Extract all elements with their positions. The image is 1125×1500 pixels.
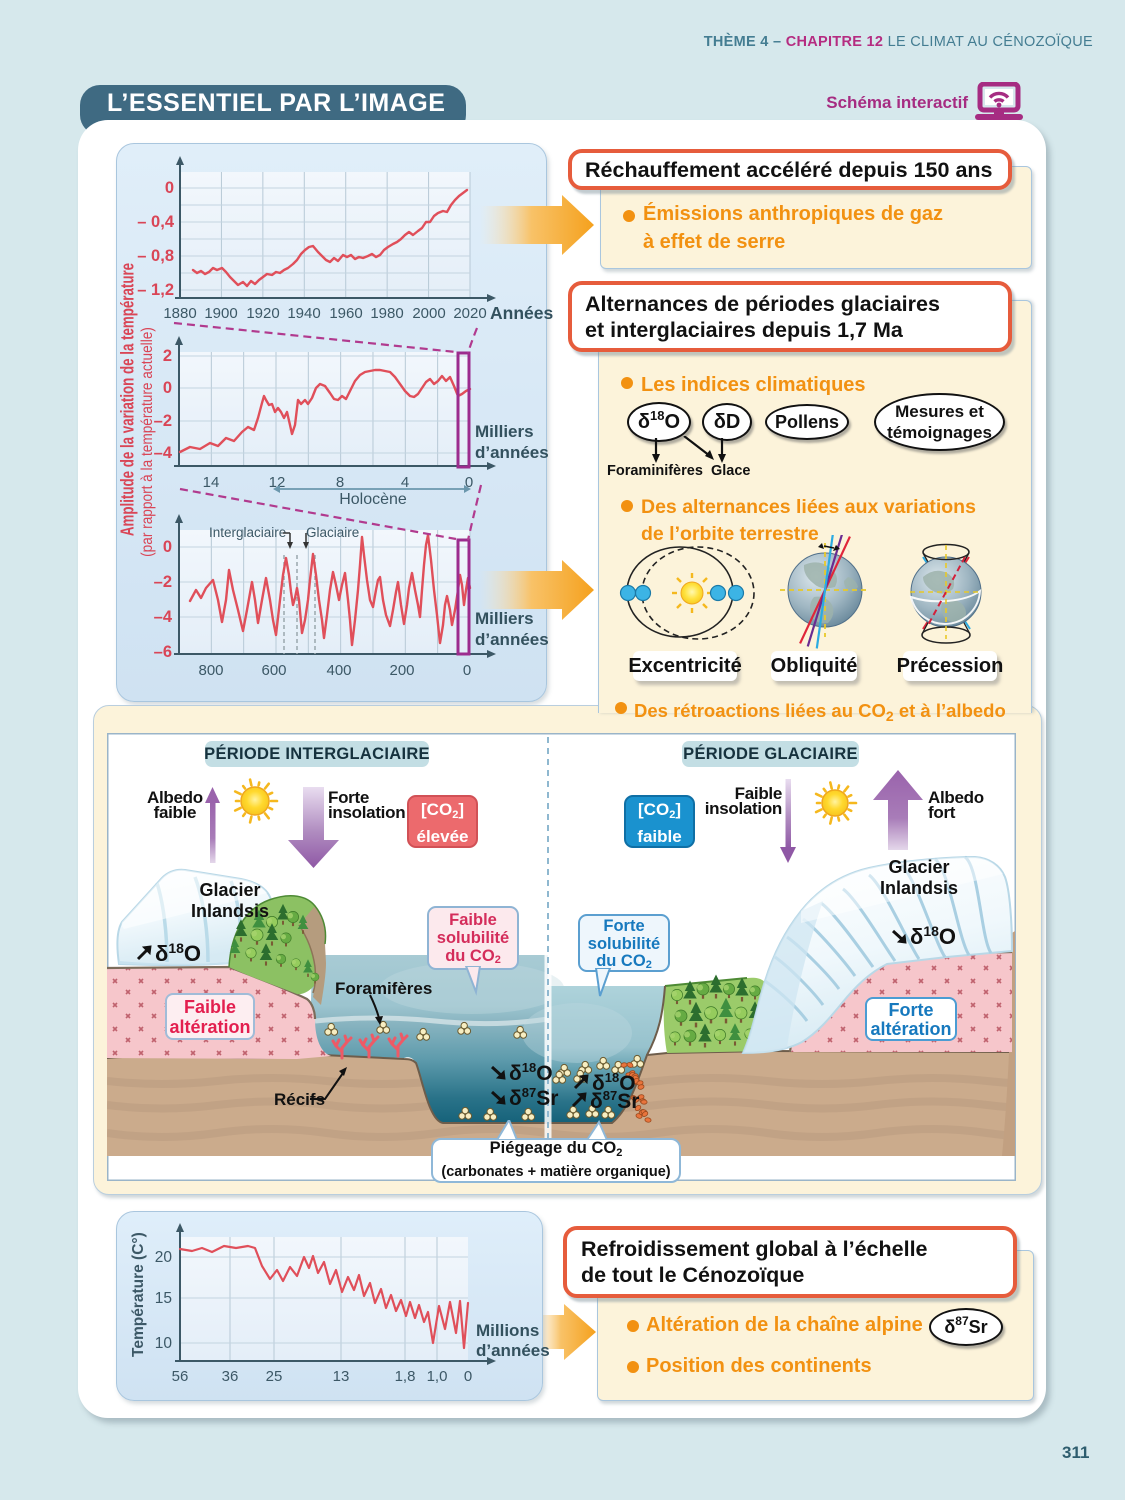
svg-text:0: 0 (163, 379, 172, 397)
svg-text:Foramifères: Foramifères (335, 979, 432, 998)
svg-text:10: 10 (155, 1335, 173, 1352)
svg-text:Inlandsis: Inlandsis (191, 901, 269, 921)
svg-text:13: 13 (333, 1368, 350, 1385)
svg-text:200: 200 (389, 662, 414, 679)
svg-text:δ18O: δ18O (509, 1060, 553, 1085)
svg-text:8: 8 (336, 474, 344, 491)
svg-text:Glacier: Glacier (888, 857, 949, 877)
svg-text:56: 56 (172, 1368, 189, 1385)
svg-text:Millions: Millions (476, 1321, 539, 1340)
svg-text:0: 0 (463, 662, 471, 679)
svg-text:400: 400 (326, 662, 351, 679)
svg-text:0: 0 (464, 1368, 472, 1385)
svg-text:15: 15 (155, 1290, 172, 1307)
svg-text:36: 36 (222, 1368, 239, 1385)
svg-text:Milliers: Milliers (475, 609, 534, 628)
svg-text:–4: –4 (154, 608, 173, 626)
svg-text:δ18O: δ18O (910, 923, 956, 949)
svg-text:25: 25 (266, 1368, 283, 1385)
svg-text:12: 12 (269, 474, 286, 491)
svg-text:0: 0 (465, 474, 473, 491)
svg-text:d’années: d’années (476, 1341, 550, 1360)
svg-text:δ87Sr: δ87Sr (509, 1085, 558, 1110)
svg-text:1,8: 1,8 (395, 1368, 416, 1385)
svg-text:– 1,2: – 1,2 (137, 281, 174, 299)
svg-text:1940: 1940 (287, 305, 320, 322)
svg-text:– 0,8: – 0,8 (137, 247, 174, 265)
svg-text:14: 14 (203, 474, 220, 491)
svg-text:2: 2 (163, 347, 172, 365)
svg-text:Années: Années (490, 303, 553, 323)
svg-text:1900: 1900 (204, 305, 237, 322)
svg-text:–2: –2 (154, 412, 172, 430)
svg-text:1920: 1920 (246, 305, 279, 322)
svg-text:d’années: d’années (475, 443, 549, 462)
svg-text:0: 0 (163, 538, 172, 556)
svg-text:1,0: 1,0 (427, 1368, 448, 1385)
svg-text:Milliers: Milliers (475, 422, 534, 441)
svg-text:δ18O: δ18O (592, 1070, 636, 1095)
svg-text:d’années: d’années (475, 630, 549, 649)
svg-text:Glaciaire: Glaciaire (306, 525, 359, 540)
svg-text:20: 20 (155, 1249, 173, 1266)
svg-text:1980: 1980 (370, 305, 403, 322)
svg-text:0: 0 (165, 179, 174, 197)
svg-text:800: 800 (198, 662, 223, 679)
svg-text:–6: –6 (154, 643, 172, 661)
svg-text:1960: 1960 (329, 305, 362, 322)
svg-text:2000: 2000 (412, 305, 445, 322)
svg-text:– 0,4: – 0,4 (137, 213, 175, 231)
svg-text:–4: –4 (154, 444, 173, 462)
svg-text:600: 600 (261, 662, 286, 679)
svg-text:Récifs: Récifs (274, 1090, 325, 1109)
svg-text:1880: 1880 (163, 305, 196, 322)
svg-text:4: 4 (401, 474, 409, 491)
svg-text:–2: –2 (154, 573, 172, 591)
svg-text:Glacier: Glacier (199, 880, 260, 900)
svg-text:Interglaciaire: Interglaciaire (209, 525, 286, 540)
svg-text:Inlandsis: Inlandsis (880, 878, 958, 898)
svg-text:Holocène: Holocène (339, 491, 407, 508)
svg-text:2020: 2020 (453, 305, 486, 322)
